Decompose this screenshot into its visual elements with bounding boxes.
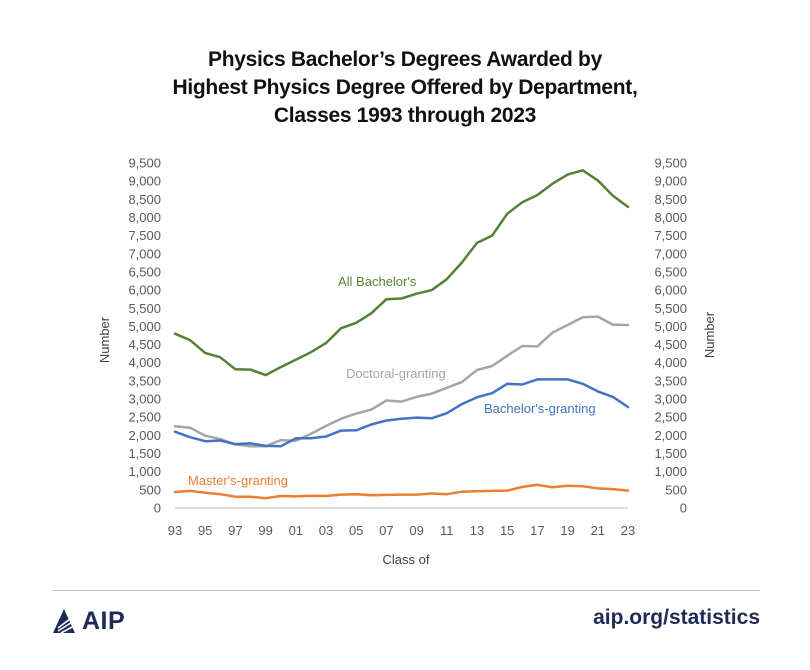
y-tick-label-right: 5,500 — [654, 301, 687, 316]
y-axis-right: 0 500 1,000 1,500 2,000 2,500 3,000 3,500 4,000 4… — [654, 156, 687, 516]
aip-logo-icon — [53, 609, 75, 634]
title-line-1: Physics Bachelor’s Degrees Awarded by — [208, 48, 602, 71]
y-tick-label-right: 0 — [680, 501, 687, 516]
y-tick-label-left: 0 — [154, 501, 161, 516]
y-tick-label-right: 6,500 — [654, 264, 687, 279]
y-tick-label-left: 6,500 — [128, 264, 161, 279]
x-tick-label: 23 — [621, 523, 635, 538]
y-tick-label-left: 6,000 — [128, 283, 161, 298]
series-line-masters-granting — [173, 483, 630, 500]
y-tick-label-right: 8,500 — [654, 192, 687, 207]
x-tick-label: 95 — [198, 523, 212, 538]
x-tick-label: 11 — [440, 523, 454, 538]
y-axis-title-left: Number — [97, 316, 112, 363]
y-tick-label-left: 8,500 — [128, 192, 161, 207]
series-label-all-bachelors: All Bachelor's — [338, 274, 417, 289]
aip-logo-text: AIP — [82, 606, 126, 635]
y-axis-left: 0 500 1,000 1,500 2,000 2,500 3,000 3,500 4,000 4… — [128, 156, 161, 516]
title-line-2: Highest Physics Degree Offered by Depart… — [172, 76, 638, 99]
y-tick-label-left: 5,000 — [128, 319, 161, 334]
y-tick-label-right: 8,000 — [654, 210, 687, 225]
x-tick-label: 03 — [319, 523, 333, 538]
y-tick-label-right: 3,000 — [654, 392, 687, 407]
title-line-3: Classes 1993 through 2023 — [273, 104, 537, 127]
y-tick-label-right: 6,000 — [654, 283, 687, 298]
series-line-bachelors-granting — [173, 378, 630, 448]
y-tick-label-right: 7,500 — [654, 228, 687, 243]
y-tick-label-left: 1,000 — [128, 464, 161, 479]
y-tick-label-left: 8,000 — [128, 210, 161, 225]
aip-logo: AIP — [52, 605, 125, 637]
y-tick-label-left: 5,500 — [128, 301, 161, 316]
y-tick-label-left: 4,500 — [128, 337, 161, 352]
y-tick-label-right: 7,000 — [654, 246, 687, 261]
series-lines — [173, 169, 630, 500]
x-axis-title: Class of — [383, 552, 430, 567]
footer-divider — [52, 590, 760, 591]
y-tick-label-right: 9,500 — [654, 156, 687, 171]
chart-title: Physics Bachelor’s Degrees Awarded by Hi… — [0, 46, 810, 130]
y-tick-label-right: 5,000 — [654, 319, 687, 334]
x-tick-label: 01 — [289, 523, 303, 538]
x-tick-label: 15 — [500, 523, 514, 538]
series-label-doctoral-granting: Doctoral-granting — [346, 366, 446, 381]
y-tick-label-right: 3,500 — [654, 373, 687, 388]
x-axis: 93 95 97 99 01 03 05 07 09 11 13 15 17 19 21 23 — [168, 523, 635, 538]
y-axis-title-right: Number — [702, 311, 717, 358]
x-tick-label: 93 — [168, 523, 182, 538]
y-tick-label-right: 1,000 — [654, 464, 687, 479]
y-tick-label-left: 9,500 — [128, 156, 161, 171]
y-tick-label-left: 9,000 — [128, 174, 161, 189]
y-tick-label-right: 4,500 — [654, 337, 687, 352]
y-tick-label-left: 4,000 — [128, 355, 161, 370]
y-tick-label-right: 1,500 — [654, 446, 687, 461]
y-tick-label-left: 2,500 — [128, 410, 161, 425]
y-tick-label-left: 1,500 — [128, 446, 161, 461]
y-tick-label-right: 4,000 — [654, 355, 687, 370]
y-tick-label-right: 2,500 — [654, 410, 687, 425]
y-tick-label-right: 9,000 — [654, 174, 687, 189]
y-tick-label-right: 500 — [665, 482, 687, 497]
x-tick-label: 07 — [379, 523, 393, 538]
x-tick-label: 19 — [560, 523, 574, 538]
series-label-bachelors-granting: Bachelor's-granting — [484, 401, 596, 416]
y-tick-label-left: 500 — [139, 482, 161, 497]
x-tick-label: 05 — [349, 523, 363, 538]
y-tick-label-left: 7,500 — [128, 228, 161, 243]
site-link[interactable]: aip.org/statistics — [593, 606, 760, 629]
series-line-doctoral-granting — [173, 315, 630, 448]
x-tick-label: 17 — [530, 523, 544, 538]
y-tick-label-left: 2,000 — [128, 428, 161, 443]
series-line-all-bachelors — [173, 169, 630, 377]
x-tick-label: 13 — [470, 523, 484, 538]
y-tick-label-left: 7,000 — [128, 246, 161, 261]
x-tick-label: 21 — [591, 523, 605, 538]
x-tick-label: 09 — [409, 523, 423, 538]
series-label-masters-granting: Master's-granting — [188, 473, 288, 488]
x-tick-label: 99 — [258, 523, 272, 538]
x-tick-label: 97 — [228, 523, 242, 538]
y-tick-label-right: 2,000 — [654, 428, 687, 443]
y-tick-label-left: 3,000 — [128, 392, 161, 407]
y-tick-label-left: 3,500 — [128, 373, 161, 388]
